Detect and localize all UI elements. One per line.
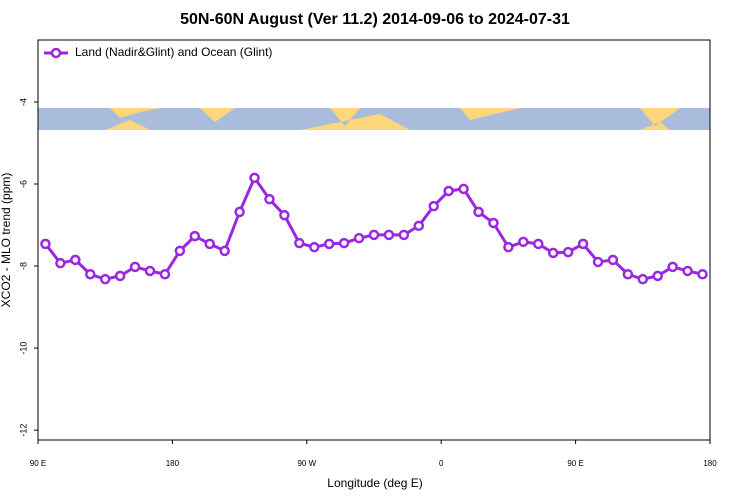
data-point — [353, 232, 365, 244]
x-tick-label: 180 — [703, 459, 717, 468]
data-point — [55, 257, 66, 269]
y-tick-label: -8 — [18, 262, 28, 270]
data-point — [114, 270, 126, 282]
data-point — [279, 209, 290, 221]
data-point — [697, 269, 708, 280]
x-tick-label: 90 E — [30, 459, 46, 468]
plot-frame — [37, 39, 711, 441]
data-point — [294, 237, 305, 249]
data-point — [338, 237, 350, 249]
data-point — [667, 261, 678, 273]
y-axis-label: XCO2 - MLO trend (ppm) — [0, 173, 13, 308]
y-tick-label: -12 — [18, 424, 28, 437]
data-point — [70, 254, 81, 266]
legend-marker — [50, 47, 62, 59]
data-point — [458, 183, 469, 195]
x-tick-label: 90 W — [297, 459, 316, 468]
y-tick-label: -6 — [18, 180, 28, 188]
data-point — [219, 245, 230, 257]
data-point — [547, 247, 559, 259]
data-point — [204, 238, 215, 250]
data-point — [503, 241, 514, 253]
chart-title: 50N-60N August (Ver 11.2) 2014-09-06 to … — [180, 11, 570, 28]
data-point — [99, 273, 111, 285]
data-point — [533, 238, 544, 250]
data-point — [428, 200, 439, 212]
data-point — [309, 241, 320, 253]
data-point — [607, 254, 619, 266]
x-axis-label: Longitude (deg E) — [327, 476, 422, 490]
data-point — [264, 193, 275, 205]
data-point — [652, 270, 663, 282]
data-point — [144, 265, 156, 277]
data-point — [234, 206, 245, 218]
data-point — [323, 238, 335, 250]
data-point — [443, 185, 454, 197]
data-point — [368, 229, 380, 241]
x-tick-label: 180 — [166, 459, 180, 468]
y-tick-label: -4 — [18, 98, 28, 106]
legend-label: Land (Nadir&Glint) and Ocean (Glint) — [75, 45, 272, 59]
data-point — [473, 206, 484, 218]
data-point — [637, 273, 649, 285]
data-point — [189, 230, 201, 242]
data-point — [383, 229, 395, 241]
data-point — [249, 172, 260, 184]
data-point — [488, 217, 499, 229]
data-point — [40, 238, 51, 250]
data-point — [398, 229, 410, 241]
data-point — [577, 238, 589, 250]
map-strip — [38, 108, 710, 130]
data-point — [413, 220, 425, 232]
data-point — [518, 236, 529, 248]
data-point — [174, 245, 186, 257]
data-point — [682, 265, 693, 277]
data-point — [129, 261, 141, 273]
x-tick-label: 0 — [439, 459, 444, 468]
x-tick-label: 90 E — [567, 459, 583, 468]
data-line — [44, 174, 703, 281]
data-point — [622, 269, 634, 280]
data-point — [85, 269, 96, 280]
data-point — [159, 269, 171, 280]
y-tick-label: -10 — [18, 342, 28, 355]
data-point — [562, 246, 574, 258]
data-point — [592, 256, 604, 268]
